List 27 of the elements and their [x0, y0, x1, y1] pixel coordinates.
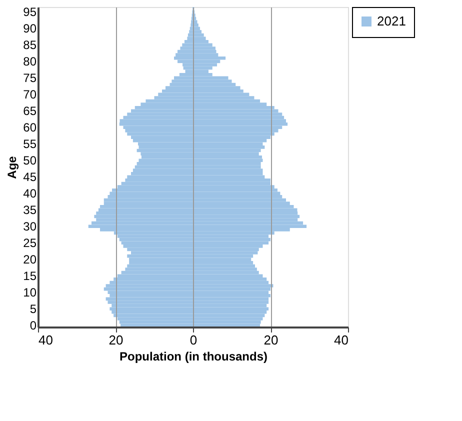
- x-tick-label: 20: [108, 332, 124, 348]
- y-tick-label: 0: [30, 318, 37, 332]
- x-tick-label: 0: [190, 332, 198, 348]
- legend-label: 2021: [377, 14, 406, 28]
- y-tick-label: 60: [23, 120, 37, 134]
- y-tick-label: 20: [23, 252, 37, 266]
- y-tick-label: 90: [23, 21, 37, 36]
- x-tick-label: 20: [264, 332, 278, 348]
- x-axis-title: Population (in thousands): [120, 350, 268, 364]
- y-tick-label: 40: [23, 186, 37, 200]
- y-tick-label: 15: [23, 268, 37, 283]
- y-tick-label: 55: [23, 136, 37, 151]
- y-tick-label: 70: [23, 87, 37, 102]
- y-tick-label: 95: [23, 4, 37, 19]
- y-tick-label: 45: [23, 170, 37, 184]
- x-tick-label: 40: [334, 332, 348, 348]
- y-tick-label: 50: [23, 153, 37, 168]
- y-tick-label: 10: [23, 285, 37, 300]
- y-tick-label: 35: [23, 202, 37, 217]
- y-tick-label: 80: [23, 54, 37, 68]
- y-axis-title: Age: [5, 156, 20, 179]
- y-tick-label: 65: [23, 104, 37, 118]
- y-tick-label: 30: [23, 219, 37, 234]
- y-tick-label: 75: [23, 70, 37, 85]
- y-tick-label: 5: [30, 302, 37, 316]
- y-tick-label: 85: [23, 38, 37, 52]
- y-tick-label: 25: [23, 236, 37, 250]
